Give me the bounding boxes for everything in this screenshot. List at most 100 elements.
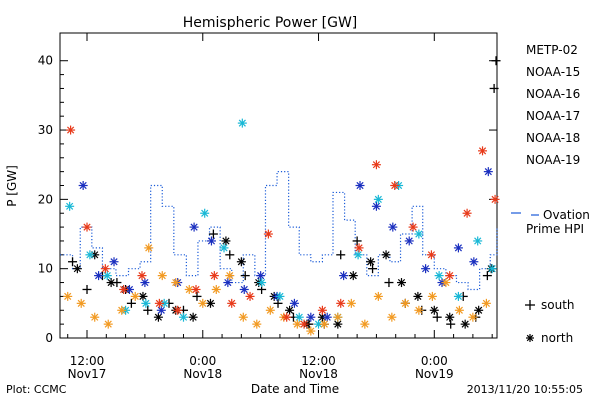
north-marker: [426, 250, 436, 260]
north-marker: [117, 305, 127, 315]
north-marker: [427, 291, 437, 301]
north-marker: [85, 250, 95, 260]
y-tick-label: 0: [45, 331, 53, 345]
footer-right: 2013/11/20 10:55:05: [467, 383, 583, 396]
north-marker: [221, 236, 231, 246]
ovation-legend-label-2: Prime HPI: [526, 222, 584, 236]
north-marker: [408, 222, 418, 232]
y-axis: 0 10 20 30 40: [38, 54, 497, 345]
north-marker: [94, 271, 104, 281]
north-marker: [65, 201, 75, 211]
north-marker: [441, 278, 451, 288]
south-marker: [273, 298, 283, 308]
north-marker: [481, 298, 491, 308]
north-marker: [263, 229, 273, 239]
legend-entry: NOAA-17: [526, 109, 580, 123]
north-marker: [144, 243, 154, 253]
north-marker: [373, 194, 383, 204]
ovation-legend-label: Ovation: [543, 208, 590, 222]
north-legend-label: north: [541, 331, 573, 345]
south-marker: [208, 229, 218, 239]
south-marker: [192, 291, 202, 301]
north-marker: [265, 305, 275, 315]
north-marker: [245, 291, 255, 301]
north-marker: [333, 312, 343, 322]
north-marker: [306, 326, 316, 336]
north-marker: [371, 201, 381, 211]
north-marker: [388, 222, 398, 232]
north-marker: [171, 278, 181, 288]
north-marker: [109, 257, 119, 267]
north-marker: [130, 291, 140, 301]
north-marker: [319, 319, 329, 329]
north-marker: [421, 264, 431, 274]
north-marker: [100, 264, 110, 274]
north-marker: [396, 278, 406, 288]
north-marker: [354, 243, 364, 253]
north-marker: [483, 167, 493, 177]
south-marker: [446, 319, 456, 329]
north-marker: [252, 319, 262, 329]
north-marker: [339, 271, 349, 281]
north-marker: [156, 305, 166, 315]
north-marker: [453, 291, 463, 301]
north-marker: [445, 271, 455, 281]
north-marker: [460, 319, 470, 329]
north-marker: [82, 222, 92, 232]
north-marker: [390, 181, 400, 190]
north-marker: [157, 271, 167, 281]
north-marker: [474, 305, 484, 315]
north-marker: [200, 208, 210, 218]
data-points: [63, 56, 501, 336]
north-marker: [141, 298, 151, 308]
south-marker: [352, 236, 362, 246]
north-marker: [256, 271, 266, 281]
footer-left: Plot: CCMC: [6, 383, 67, 396]
north-marker: [191, 284, 201, 294]
y-tick-label: 30: [38, 123, 53, 137]
south-legend: [525, 300, 535, 310]
north-marker: [178, 312, 188, 322]
north-marker: [154, 298, 164, 308]
north-marker: [322, 312, 332, 322]
north-marker: [238, 312, 248, 322]
north-marker: [188, 312, 198, 322]
north-marker: [103, 319, 113, 329]
north-marker: [373, 291, 383, 301]
north-legend: [526, 334, 534, 342]
x-tick-label-time: 0:00: [421, 354, 448, 368]
north-marker: [355, 181, 365, 190]
x-tick-label-time: 0:00: [189, 354, 216, 368]
north-marker: [336, 298, 346, 308]
north-marker: [189, 222, 199, 232]
north-marker: [223, 278, 233, 288]
y-axis-label: P [GW]: [5, 165, 19, 207]
north-marker: [184, 284, 194, 294]
north-marker: [414, 229, 424, 239]
north-marker: [102, 271, 112, 281]
north-marker: [353, 250, 363, 260]
north-marker: [462, 208, 472, 218]
north-marker: [63, 291, 73, 301]
chart-title: Hemispheric Power [GW]: [183, 15, 358, 31]
north-marker: [236, 257, 246, 267]
x-tick-label-date: Nov17: [68, 367, 107, 381]
legend: METP-02 NOAA-15 NOAA-16 NOAA-17 NOAA-18 NOAA-…: [511, 43, 590, 345]
x-tick-label-time: 12:00: [70, 354, 105, 368]
north-marker: [404, 236, 414, 246]
north-marker: [66, 125, 76, 135]
south-marker: [68, 257, 78, 267]
north-marker: [346, 298, 356, 308]
x-axis-label: Date and Time: [251, 382, 339, 396]
south-marker: [82, 284, 92, 294]
north-marker: [225, 271, 235, 281]
north-marker: [173, 305, 183, 315]
north-marker: [76, 298, 86, 308]
x-tick-label-time: 12:00: [301, 354, 336, 368]
north-marker: [400, 298, 410, 308]
north-marker: [381, 250, 391, 260]
north-marker: [360, 319, 370, 329]
y-tick-label: 10: [38, 262, 53, 276]
north-marker: [205, 298, 215, 308]
